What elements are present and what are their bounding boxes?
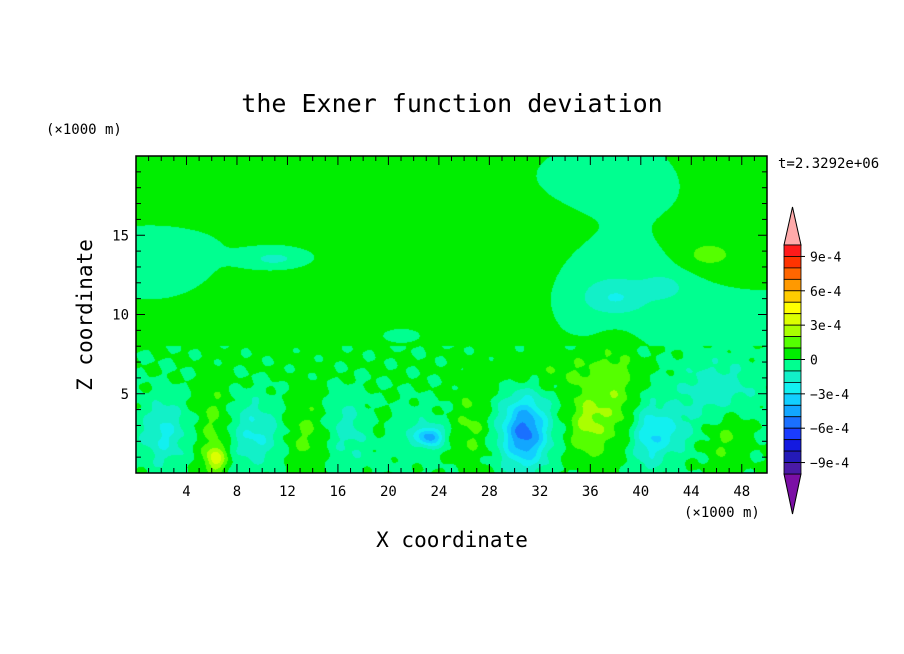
colorbar-swatch <box>783 336 802 349</box>
colorbar-swatch <box>783 256 802 269</box>
x-tick-label: 40 <box>632 484 649 500</box>
colorbar-label: −6e-4 <box>810 422 849 437</box>
colorbar-swatch <box>783 313 802 326</box>
colorbar-swatch <box>783 370 802 383</box>
colorbar-label: 0 <box>810 354 818 369</box>
y-tick-label: 10 <box>112 308 129 324</box>
colorbar-swatch <box>783 290 802 303</box>
colorbar-label: 3e-4 <box>810 319 841 334</box>
colorbar-swatch <box>783 347 802 360</box>
y-axis-label: Z coordinate <box>73 239 97 391</box>
y-unit-label: (×1000 m) <box>46 122 122 138</box>
colorbar-swatch <box>783 244 802 257</box>
colorbar-label: −3e-4 <box>810 388 849 403</box>
x-tick-label: 4 <box>182 484 190 500</box>
colorbar-swatch <box>783 439 802 452</box>
colorbar-arrow-top <box>783 206 802 246</box>
x-tick-label: 44 <box>683 484 700 500</box>
x-tick-label: 32 <box>531 484 548 500</box>
colorbar-swatch <box>783 462 802 475</box>
colorbar-swatch <box>783 278 802 292</box>
x-tick-label: 48 <box>733 484 750 500</box>
colorbar: 9e-4 6e-4 3e-4 0 −3e-4 −6e-4 −9e-4 <box>783 206 849 515</box>
colorbar-swatch <box>783 450 802 463</box>
colorbar-swatch <box>783 359 802 372</box>
x-tick-label: 28 <box>481 484 498 500</box>
colorbar-swatch <box>783 416 802 429</box>
x-tick-label: 8 <box>233 484 241 500</box>
colorbar-swatch <box>783 324 802 337</box>
x-tick-label: 16 <box>329 484 346 500</box>
colorbar-arrow-bottom <box>783 473 802 515</box>
colorbar-swatch <box>783 404 802 418</box>
colorbar-label: 9e-4 <box>810 250 841 265</box>
y-tick-label: 5 <box>121 387 129 403</box>
x-tick-label: 24 <box>430 484 447 500</box>
time-label: t=2.3292e+06 <box>778 156 879 172</box>
colorbar-swatch <box>783 301 802 315</box>
colorbar-label: −9e-4 <box>810 457 849 472</box>
x-tick-label: 20 <box>380 484 397 500</box>
colorbar-label: 6e-4 <box>810 285 841 300</box>
x-tick-label: 12 <box>279 484 296 500</box>
colorbar-swatch <box>783 427 802 441</box>
x-unit-label: (×1000 m) <box>684 505 760 521</box>
x-axis-ticks: 4 8 12 16 20 24 28 32 36 40 44 48 <box>148 156 755 500</box>
contour-field <box>136 156 767 473</box>
x-axis-label: X coordinate <box>376 528 528 552</box>
colorbar-swatch <box>783 381 802 395</box>
y-tick-label: 15 <box>112 228 129 244</box>
colorbar-swatch <box>783 267 802 280</box>
colorbar-swatch <box>783 393 802 406</box>
y-axis-ticks: 5 10 15 <box>112 171 767 458</box>
chart-title: the Exner function deviation <box>241 89 662 118</box>
x-tick-label: 36 <box>582 484 599 500</box>
